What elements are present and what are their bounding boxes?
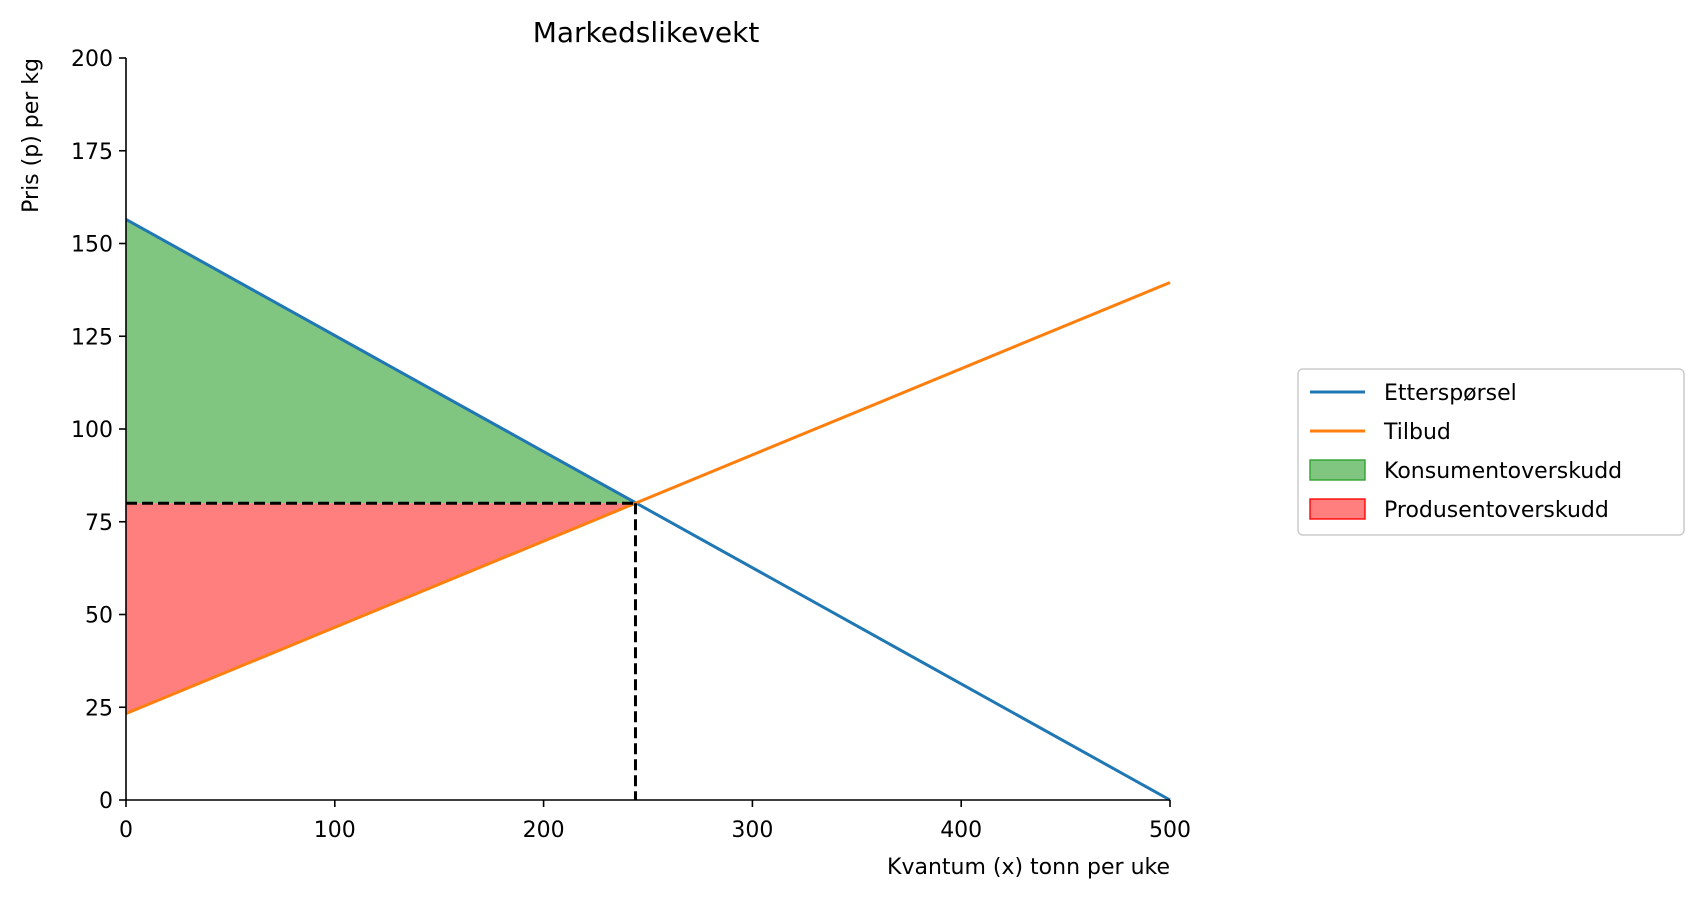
y-tick-label: 200 [71, 47, 113, 72]
legend: Etterspørsel Tilbud Konsumentoverskudd Prod… [1297, 368, 1685, 536]
legend-swatch-konsumentoverskudd [1309, 459, 1366, 481]
x-tick-label: 300 [731, 818, 773, 843]
y-tick-label: 100 [71, 418, 113, 443]
legend-label-konsumentoverskudd: Konsumentoverskudd [1384, 459, 1622, 484]
x-tick-label: 0 [119, 818, 133, 843]
x-tick-label: 400 [940, 818, 982, 843]
plot-area: 0 100 200 300 400 500 0 25 50 75 100 125 150 175 200 [71, 47, 1191, 843]
y-tick-label: 0 [99, 789, 113, 814]
y-axis-label: Pris (p) per kg [19, 58, 44, 213]
legend-frame [1297, 368, 1685, 536]
y-tick-label: 25 [85, 696, 113, 721]
x-tick-label: 500 [1149, 818, 1191, 843]
chart-title: Markedslikevekt [533, 16, 760, 49]
legend-swatch-produsentoverskudd [1309, 498, 1366, 520]
y-tick-label: 125 [71, 325, 113, 350]
x-axis-label: Kvantum (x) tonn per uke [887, 855, 1170, 880]
x-tick-label: 100 [314, 818, 356, 843]
y-tick-label: 175 [71, 140, 113, 165]
line-tilbud [125, 281, 1171, 715]
legend-label-ettersp-rsel: Etterspørsel [1384, 381, 1517, 406]
y-tick-label: 75 [85, 511, 113, 536]
legend-label-tilbud: Tilbud [1383, 420, 1451, 445]
y-tick-label: 150 [71, 233, 113, 258]
y-tick-label: 50 [85, 604, 113, 629]
line-ettersp-rsel [125, 218, 1171, 802]
x-tick-label: 200 [523, 818, 565, 843]
legend-label-produsentoverskudd: Produsentoverskudd [1384, 498, 1609, 523]
